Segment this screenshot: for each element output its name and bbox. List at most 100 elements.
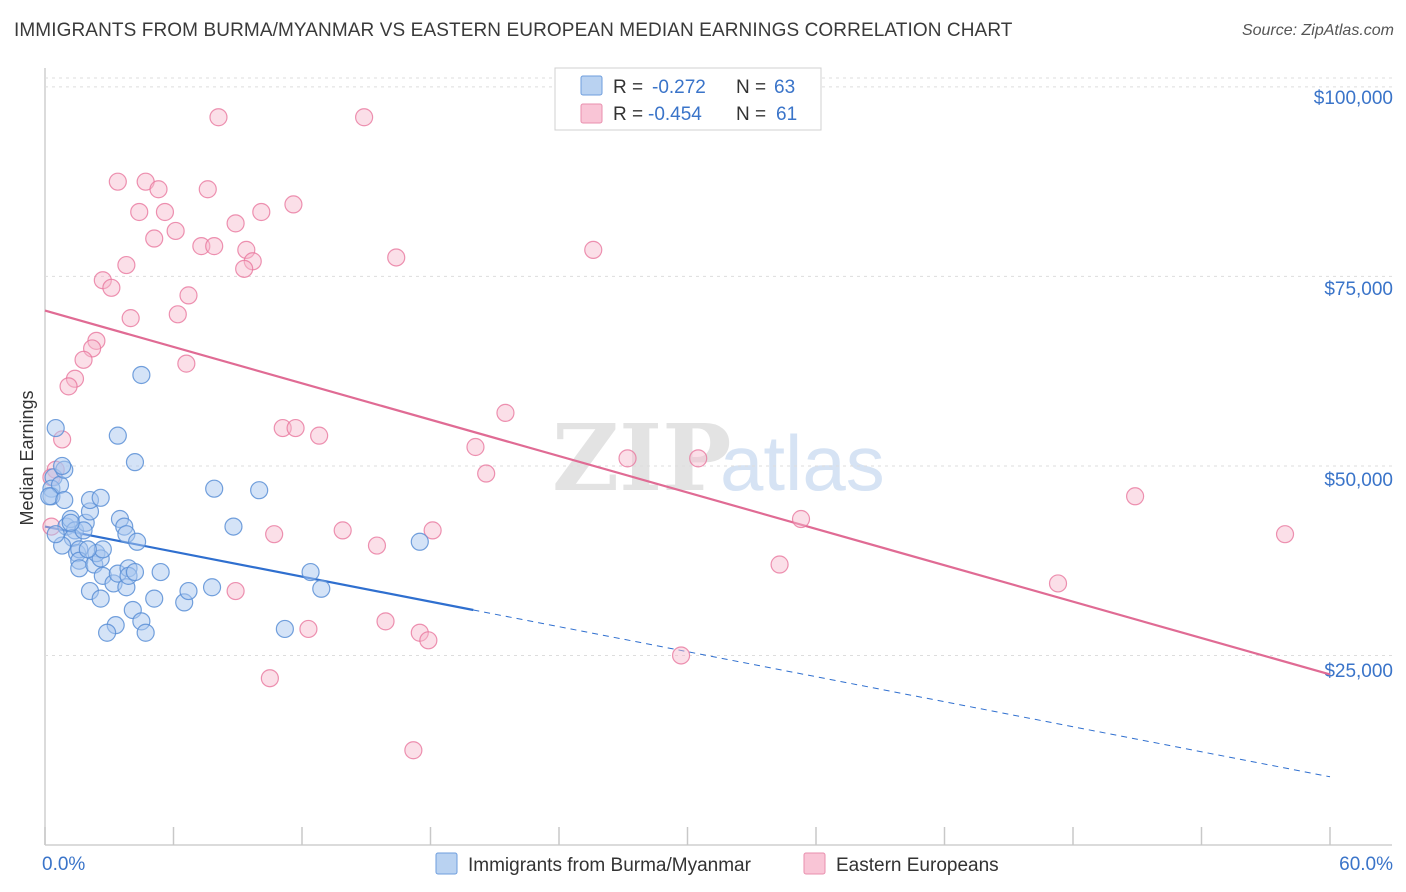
points-eastern-europeans [42,108,1295,760]
legend-n-value-pink: 61 [776,104,797,125]
point-eastern-europeans [689,449,708,468]
point-eastern-europeans [284,195,303,214]
x-tick-label-max: 60.0% [1339,854,1393,875]
point-eastern-europeans [198,180,217,199]
point-burma-myanmar [125,562,145,582]
point-burma-myanmar [91,488,110,507]
point-eastern-europeans [166,221,185,241]
point-eastern-europeans [192,237,211,256]
point-eastern-europeans [149,180,168,199]
watermark-atlas: atlas [720,419,885,507]
point-eastern-europeans [477,464,496,483]
point-eastern-europeans [423,521,442,540]
watermark-zip: ZIP [552,404,731,512]
legend-swatch-pink [580,103,603,124]
point-burma-myanmar [205,479,224,498]
source-label: Source: ZipAtlas.com [1241,22,1394,39]
chart-title: IMMIGRANTS FROM BURMA/MYANMAR VS EASTERN… [14,20,1013,41]
point-eastern-europeans [226,581,245,601]
y-tick-label-50000: $50,000 [1324,470,1393,491]
point-eastern-europeans [286,418,305,438]
point-burma-myanmar [55,490,74,510]
point-burma-myanmar [125,453,145,472]
point-eastern-europeans [260,669,279,688]
point-eastern-europeans [130,202,149,222]
point-eastern-europeans [618,449,637,468]
legend-n-label-pink: N = [736,104,766,125]
trendline-burma-solid [44,525,474,612]
point-eastern-europeans [209,108,228,127]
x-ticks [44,827,1331,845]
trend-lines [44,309,1331,778]
point-eastern-europeans [299,619,318,639]
point-burma-myanmar [410,532,429,551]
point-eastern-europeans [205,237,224,256]
point-burma-myanmar [70,559,89,578]
point-eastern-europeans [404,741,423,760]
point-eastern-europeans [376,612,395,631]
point-burma-myanmar [275,619,294,639]
point-eastern-europeans [102,278,121,297]
point-eastern-europeans [333,521,352,540]
y-tick-labels: $100,000 $75,000 $50,000 $25,000 [1314,88,1393,682]
point-burma-myanmar [61,513,80,532]
point-eastern-europeans [355,108,374,127]
point-burma-myanmar [136,623,155,642]
point-eastern-europeans [584,240,603,259]
point-burma-myanmar [46,418,65,438]
correlation-legend: R = -0.272 N = 63 R = -0.454 N = 61 [554,67,822,131]
legend-n-value-blue: 63 [774,77,795,98]
point-eastern-europeans [65,369,85,388]
point-eastern-europeans [387,248,406,267]
y-axis-label: Median Earnings [17,390,37,525]
y-tick-label-75000: $75,000 [1324,279,1393,300]
point-burma-myanmar [301,562,320,582]
legend-r-label-blue: R = [613,77,643,98]
point-eastern-europeans [235,259,254,278]
point-eastern-europeans [671,646,691,665]
legend-r-value-pink: -0.454 [648,104,702,125]
point-eastern-europeans [1048,574,1068,593]
y-tick-label-100000: $100,000 [1314,88,1393,109]
point-eastern-europeans [155,202,175,222]
point-burma-myanmar [91,589,110,608]
point-burma-myanmar [224,517,243,536]
point-burma-myanmar [108,426,127,445]
point-eastern-europeans [226,214,245,233]
point-burma-myanmar [78,540,97,559]
point-eastern-europeans [117,255,136,275]
points-burma-myanmar [40,365,429,642]
legend-swatch-blue [580,75,603,96]
series-legend: Immigrants from Burma/Myanmar Eastern Eu… [435,852,999,876]
point-burma-myanmar [46,525,65,544]
point-burma-myanmar [98,623,117,642]
point-eastern-europeans [145,229,164,248]
point-burma-myanmar [151,562,170,582]
point-burma-myanmar [127,532,147,551]
point-eastern-europeans [419,631,438,650]
point-eastern-europeans [1275,525,1295,544]
point-burma-myanmar [145,589,164,608]
y-tick-label-25000: $25,000 [1324,661,1393,682]
point-eastern-europeans [179,286,198,305]
point-eastern-europeans [59,377,78,396]
trendline-burma-dashed [473,609,1331,778]
point-burma-myanmar [53,456,72,476]
legend-r-value-blue: -0.272 [652,77,706,98]
series-label-burma: Immigrants from Burma/Myanmar [468,855,752,876]
point-burma-myanmar [40,487,59,506]
x-tick-label-min: 0.0% [42,854,85,875]
point-eastern-europeans [466,437,485,457]
point-burma-myanmar [202,578,222,597]
point-eastern-europeans [108,172,127,191]
point-eastern-europeans [237,240,256,259]
point-burma-myanmar [179,581,198,601]
point-eastern-europeans [177,354,196,373]
point-eastern-europeans [121,309,140,328]
legend-n-label-blue: N = [736,77,766,98]
point-eastern-europeans [273,418,292,438]
point-eastern-europeans [310,426,329,445]
trendline-eastern-europeans [44,309,1331,676]
point-eastern-europeans [367,536,387,555]
point-eastern-europeans [1126,487,1145,506]
